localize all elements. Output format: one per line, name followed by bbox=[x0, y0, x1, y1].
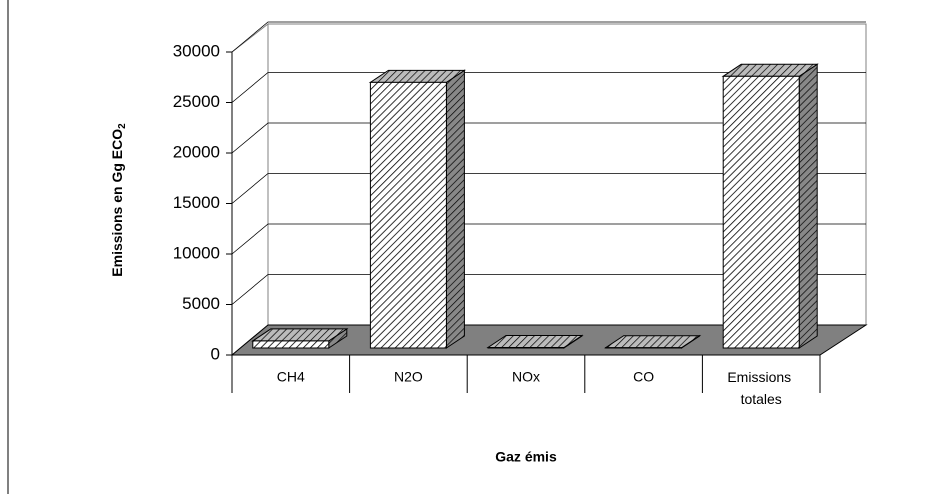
side-wall bbox=[231, 22, 269, 357]
bar-side bbox=[798, 63, 818, 349]
grid-line bbox=[231, 122, 866, 154]
x-tick-label: Emissions totales bbox=[727, 369, 795, 407]
grid-line bbox=[231, 223, 866, 255]
bar-front bbox=[722, 75, 800, 349]
x-tick-label: NOx bbox=[512, 369, 540, 385]
y-tick-label: 20000 bbox=[173, 142, 220, 161]
grid-line bbox=[231, 72, 866, 103]
grid-line bbox=[231, 21, 866, 53]
bar bbox=[251, 327, 349, 349]
bar-side bbox=[445, 69, 465, 349]
y-axis-label: Emissions en Gg ECO2 bbox=[109, 123, 128, 277]
y-tick-label: 5000 bbox=[182, 294, 220, 313]
x-tick-label: CH4 bbox=[277, 369, 305, 385]
bar-front bbox=[369, 81, 447, 349]
y-tick-label: 15000 bbox=[173, 193, 220, 212]
bar-front bbox=[487, 346, 565, 349]
x-tick-label: CO bbox=[633, 369, 654, 385]
y-tick-label: 30000 bbox=[173, 41, 220, 60]
y-tick-label: 25000 bbox=[173, 92, 220, 111]
bar bbox=[603, 334, 702, 349]
grid-line bbox=[231, 274, 866, 305]
y-axis-label-text: Emissions en Gg ECO bbox=[109, 129, 125, 277]
y-tick-label: 10000 bbox=[173, 243, 220, 262]
bar bbox=[368, 69, 467, 349]
y-tick-label: 0 bbox=[211, 344, 220, 363]
bar-front bbox=[252, 340, 330, 349]
grid-line bbox=[231, 173, 866, 204]
x-tick-label: N2O bbox=[394, 369, 423, 385]
x-axis-label: Gaz émis bbox=[495, 449, 557, 465]
bar bbox=[721, 63, 819, 349]
y-axis-label-sub: 2 bbox=[117, 123, 128, 129]
bar bbox=[486, 334, 584, 349]
